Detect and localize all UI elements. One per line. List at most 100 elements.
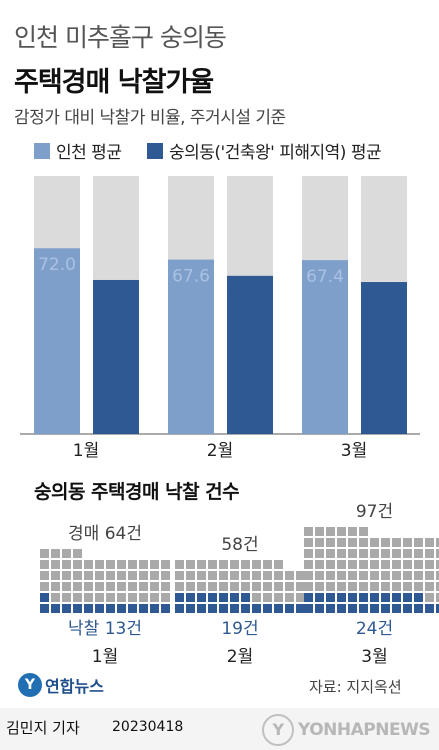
waffle-won-cell-2-8 xyxy=(252,604,261,613)
waffle-won-cell-3-2 xyxy=(315,604,324,613)
waffle-cell-3-76 xyxy=(414,549,423,558)
waffle-won-cell-2-5 xyxy=(219,604,228,613)
waffle-cell-1-32 xyxy=(117,582,126,591)
waffle-cell-3-31 xyxy=(348,582,357,591)
data-label-sungui-2: 61.3 xyxy=(229,283,271,303)
waffle-won-cell-3-24 xyxy=(414,593,423,602)
waffle-cell-2-50 xyxy=(186,560,195,569)
waffle-cell-1-22 xyxy=(139,593,148,602)
waffle-cell-2-54 xyxy=(230,560,239,569)
waffle-won-cell-1-11 xyxy=(150,604,159,613)
waffle-won-cell-2-14 xyxy=(186,593,195,602)
waffle-cell-2-31 xyxy=(241,582,250,591)
waffle-cell-2-22 xyxy=(274,593,283,602)
waffle-cell-1-50 xyxy=(51,560,60,569)
waffle-cell-3-95 xyxy=(337,527,346,536)
waffle-cell-2-51 xyxy=(197,560,206,569)
waffle-cell-3-30 xyxy=(337,582,346,591)
waffle-cell-2-24 xyxy=(296,593,305,602)
waffle-cell-3-82 xyxy=(337,538,346,547)
waffle-won-cell-3-20 xyxy=(370,593,379,602)
waffle-cell-3-77 xyxy=(425,549,434,558)
waffle-cell-3-35 xyxy=(392,582,401,591)
waffle-cell-3-80 xyxy=(315,538,324,547)
waffle-cell-3-53 xyxy=(304,560,313,569)
waffle-cell-1-27 xyxy=(62,582,71,591)
waffle-cell-3-91 xyxy=(436,538,439,547)
waffle-won-cell-2-11 xyxy=(285,604,294,613)
waffle-cell-3-38 xyxy=(425,582,434,591)
waffle-month-label-3: 3월 xyxy=(361,647,387,667)
waffle-cell-1-58 xyxy=(139,560,148,569)
waffle-cell-1-46 xyxy=(139,571,148,580)
legend-incheon: 인천 평균 xyxy=(34,138,122,163)
waffle-won-cell-1-10 xyxy=(139,604,148,613)
waffle-cell-3-88 xyxy=(403,538,412,547)
waffle-won-cell-3-19 xyxy=(359,593,368,602)
bar-sungui-2 xyxy=(227,275,273,434)
waffle-won-cell-3-8 xyxy=(381,604,390,613)
waffle-cell-1-31 xyxy=(106,582,115,591)
bar-sungui-1 xyxy=(93,279,139,434)
waffle-cell-3-87 xyxy=(392,538,401,547)
waffle-cell-3-81 xyxy=(326,538,335,547)
legend-swatch-sungui xyxy=(147,142,163,159)
winning-count-label-3: 24건 xyxy=(356,619,393,639)
waffle-cell-1-39 xyxy=(62,571,71,580)
waffle-cell-3-39 xyxy=(436,582,439,591)
auction-count-label-1: 경매 64건 xyxy=(68,524,142,544)
waffle-cell-2-36 xyxy=(296,582,305,591)
yonhap-logo: Y 연합뉴스 xyxy=(18,673,104,697)
data-label-sungui-3: 58.9 xyxy=(363,289,405,309)
waffle-cell-3-32 xyxy=(359,582,368,591)
waffle-cell-3-43 xyxy=(337,571,346,580)
waffle-cell-3-54 xyxy=(315,560,324,569)
waffle-cell-3-70 xyxy=(348,549,357,558)
waffle-cell-2-33 xyxy=(263,582,272,591)
waffle-cell-1-40 xyxy=(73,571,82,580)
waffle-cell-3-84 xyxy=(359,538,368,547)
winning-count-label-1: 낙찰 13건 xyxy=(68,619,142,639)
x-tick-label-1: 1월 xyxy=(73,441,99,461)
waffle-won-cell-2-10 xyxy=(274,604,283,613)
waffle-won-cell-3-17 xyxy=(337,593,346,602)
waffle-cell-1-52 xyxy=(73,560,82,569)
publish-date: 20230418 xyxy=(112,719,184,735)
waffle-won-cell-1-2 xyxy=(51,604,60,613)
waffle-won-cell-2-12 xyxy=(296,604,305,613)
waffle-won-cell-3-14 xyxy=(304,593,313,602)
waffle-cell-3-72 xyxy=(370,549,379,558)
waffle-cell-3-83 xyxy=(348,538,357,547)
waffle-won-cell-2-9 xyxy=(263,604,272,613)
watermark: Y YONHAPNEWS xyxy=(262,714,431,746)
waffle-cell-2-30 xyxy=(230,582,239,591)
waffle-cell-3-49 xyxy=(403,571,412,580)
waffle-cell-3-56 xyxy=(337,560,346,569)
waffle-won-cell-3-1 xyxy=(304,604,313,613)
waffle-month-label-1: 1월 xyxy=(92,647,118,667)
legend-sungui: 숭의동('건축왕' 피해지역) 평균 xyxy=(147,138,382,163)
waffle-cell-3-94 xyxy=(326,527,335,536)
waffle-cell-2-26 xyxy=(186,582,195,591)
waffle-cell-3-26 xyxy=(436,593,439,602)
waffle-won-cell-2-17 xyxy=(219,593,228,602)
waffle-cell-3-41 xyxy=(315,571,324,580)
waffle-cell-1-62 xyxy=(51,549,60,558)
waffle-cell-3-51 xyxy=(425,571,434,580)
chart-subtitle: 감정가 대비 낙찰가 비율, 주거시설 기준 xyxy=(14,108,286,128)
waffle-cell-1-26 xyxy=(51,582,60,591)
waffle-cell-3-92 xyxy=(304,527,313,536)
bar-incheon-1 xyxy=(34,248,80,434)
waffle-cell-1-54 xyxy=(95,560,104,569)
waffle-cell-3-97 xyxy=(359,527,368,536)
waffle-won-cell-3-9 xyxy=(392,604,401,613)
waffle-won-cell-2-3 xyxy=(197,604,206,613)
waffle-cell-2-21 xyxy=(263,593,272,602)
waffle-cell-3-34 xyxy=(381,582,390,591)
waffle-cell-3-67 xyxy=(315,549,324,558)
waffle-won-cell-1-9 xyxy=(128,604,137,613)
waffle-won-cell-3-15 xyxy=(315,593,324,602)
waffle-cell-1-44 xyxy=(117,571,126,580)
waffle-cell-1-63 xyxy=(62,549,71,558)
waffle-won-cell-3-23 xyxy=(403,593,412,602)
